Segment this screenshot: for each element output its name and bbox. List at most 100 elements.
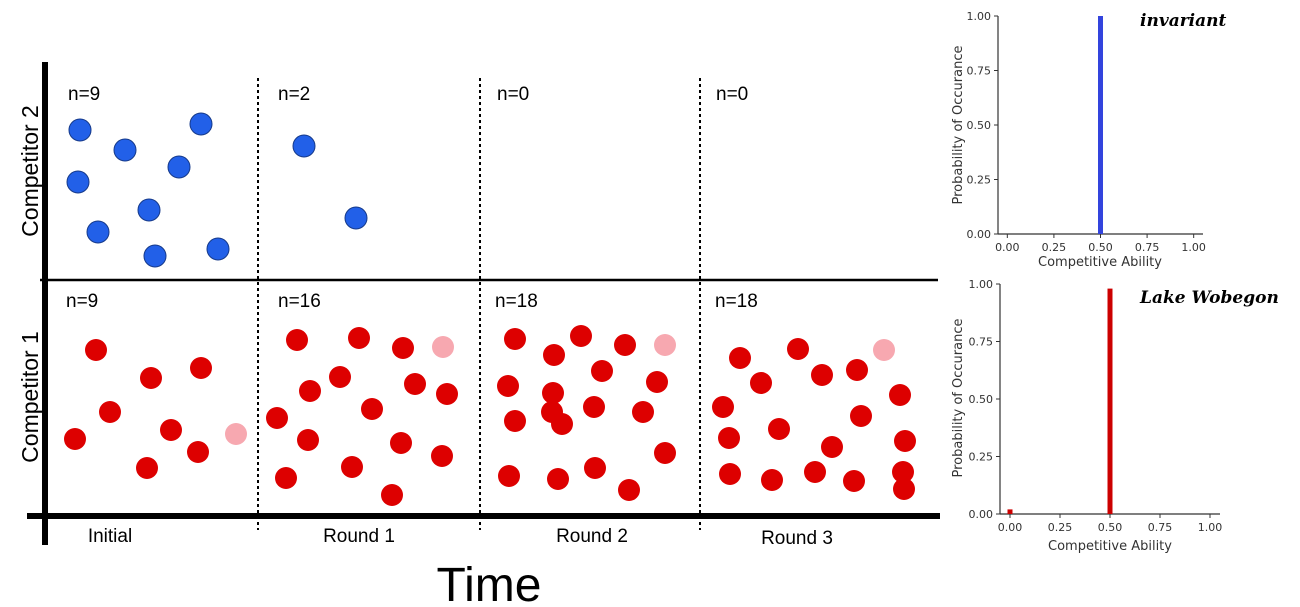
competitor-1-individual: [297, 429, 319, 451]
competitor-1-individual: [850, 405, 872, 427]
competitor-1-individual: [190, 357, 212, 379]
chart-lake-wobegon-x-tick-label: 0.25: [1048, 521, 1073, 534]
competitor-1-individual: [504, 410, 526, 432]
competitor-1-individual: [187, 441, 209, 463]
competitor-1-individual: [85, 339, 107, 361]
competitor-1-individual: [750, 372, 772, 394]
competitor-1-individual: [787, 338, 809, 360]
competitor-1-individual: [404, 373, 426, 395]
chart-lake-wobegon: Lake Wobegon Competitive Ability Probabi…: [951, 278, 1279, 554]
chart-invariant-x-label: Competitive Ability: [1038, 255, 1162, 270]
chart-lake-wobegon-y-tick-label: 0.25: [969, 451, 994, 464]
competitor-1-individual: [436, 383, 458, 405]
competitor-1-individual: [729, 347, 751, 369]
chart-invariant-y-tick-label: 0.75: [967, 65, 992, 78]
competitor-1-individual: [392, 337, 414, 359]
competitor-2-individual: [66, 170, 90, 194]
competitor-1-individual: [431, 445, 453, 467]
row-label-competitor-1: Competitor 1: [17, 331, 43, 463]
count-competitor-1-initial: n=9: [66, 291, 98, 312]
individuals: [64, 112, 916, 506]
chart-invariant-y-label: Probability of Occurance: [951, 46, 966, 205]
competitor-1-individual: [618, 479, 640, 501]
count-competitor-2-round-3: n=0: [716, 84, 748, 105]
chart-lake-wobegon-y-tick-label: 1.00: [969, 278, 994, 291]
competitor-1-individual: [498, 465, 520, 487]
competitor-2-individual: [344, 206, 368, 230]
competitor-1-individual: [99, 401, 121, 423]
competitor-2-individual: [189, 112, 213, 136]
chart-invariant-x-tick-label: 0.75: [1135, 241, 1160, 254]
competitor-1-individual: [64, 428, 86, 450]
chart-lake-wobegon-x-tick-label: 1.00: [1198, 521, 1223, 534]
competitor-1-individual: [712, 396, 734, 418]
competitor-1-individual: [821, 436, 843, 458]
chart-lake-wobegon-y-tick-label: 0.50: [969, 393, 994, 406]
column-label-initial: Initial: [88, 526, 132, 547]
count-competitor-2-round-1: n=2: [278, 84, 310, 105]
competitor-1-individual: [136, 457, 158, 479]
competitor-1-individual: [614, 334, 636, 356]
chart-invariant-y-tick-label: 1.00: [967, 10, 992, 23]
competitor-1-individual: [160, 419, 182, 441]
competitor-2-individual: [86, 220, 110, 244]
competitor-1-individual: [551, 413, 573, 435]
count-competitor-1-round-1: n=16: [278, 291, 321, 312]
competitor-1-mutant: [432, 336, 454, 358]
column-label-round-1: Round 1: [323, 526, 395, 547]
chart-invariant-x-tick-label: 0.50: [1088, 241, 1113, 254]
competitor-2-individual: [167, 155, 191, 179]
chart-lake-wobegon-title: Lake Wobegon: [1139, 288, 1279, 308]
competitor-1-individual: [654, 442, 676, 464]
competitor-1-individual: [811, 364, 833, 386]
chart-lake-wobegon-bar: [1107, 288, 1113, 514]
competitor-1-individual: [361, 398, 383, 420]
chart-invariant-y-tick-label: 0.50: [967, 119, 992, 132]
competitor-1-individual: [504, 328, 526, 350]
chart-lake-wobegon-x-tick-label: 0.00: [998, 521, 1023, 534]
competitor-1-individual: [542, 382, 564, 404]
competitor-2-individual: [143, 244, 167, 268]
competitor-1-individual: [591, 360, 613, 382]
competitor-2-individual: [292, 134, 316, 158]
chart-lake-wobegon-x-label: Competitive Ability: [1048, 539, 1172, 554]
competitor-1-individual: [547, 468, 569, 490]
column-label-round-2: Round 2: [556, 526, 628, 547]
row-label-competitor-2: Competitor 2: [17, 105, 43, 237]
competitor-1-individual: [329, 366, 351, 388]
competitor-1-individual: [381, 484, 403, 506]
competitor-1-individual: [894, 430, 916, 452]
chart-invariant-x-tick-label: 0.00: [995, 241, 1020, 254]
competitor-1-individual: [892, 461, 914, 483]
competitor-1-individual: [140, 367, 162, 389]
competitor-1-individual: [804, 461, 826, 483]
competitor-1-individual: [583, 396, 605, 418]
competitor-1-individual: [632, 401, 654, 423]
competitor-2-individual: [68, 118, 92, 142]
competitor-2-individual: [113, 138, 137, 162]
competitor-1-individual: [390, 432, 412, 454]
chart-invariant-bar: [1098, 16, 1103, 234]
competitor-1-individual: [348, 327, 370, 349]
competition-diagram: Competitor 2 Competitor 1 n=9 n=2 n=0 n=…: [17, 62, 940, 607]
competitor-1-mutant: [873, 339, 895, 361]
competitor-1-individual: [299, 380, 321, 402]
chart-lake-wobegon-y-tick-label: 0.75: [969, 336, 994, 349]
chart-lake-wobegon-y-label: Probability of Occurance: [951, 319, 966, 478]
count-competitor-2-initial: n=9: [68, 84, 100, 105]
competitor-1-individual: [646, 371, 668, 393]
time-axis-title: Time: [437, 559, 542, 607]
competitor-1-individual: [893, 478, 915, 500]
competitor-1-individual: [543, 344, 565, 366]
competitor-1-mutant: [225, 423, 247, 445]
count-competitor-2-round-2: n=0: [497, 84, 529, 105]
competitor-2-individual: [137, 198, 161, 222]
chart-lake-wobegon-x-tick-label: 0.50: [1098, 521, 1123, 534]
competitor-1-individual: [768, 418, 790, 440]
competitor-1-individual: [846, 359, 868, 381]
count-competitor-1-round-2: n=18: [495, 291, 538, 312]
competitor-1-individual: [275, 467, 297, 489]
chart-lake-wobegon-bar: [1007, 509, 1013, 514]
competitor-1-individual: [719, 463, 741, 485]
